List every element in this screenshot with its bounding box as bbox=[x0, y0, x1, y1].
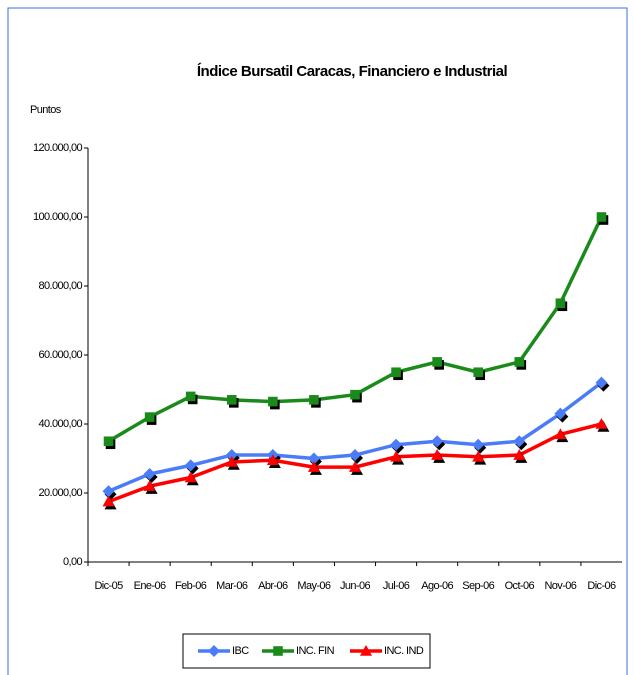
legend-box bbox=[182, 633, 431, 669]
marker bbox=[431, 449, 444, 460]
x-tick-label: Ene-06 bbox=[134, 580, 166, 592]
x-tick-label: Ago-06 bbox=[421, 580, 453, 592]
x-tick-label: Jul-06 bbox=[383, 580, 410, 592]
legend-label: INC. FIN bbox=[296, 645, 335, 657]
marker bbox=[103, 436, 114, 447]
y-tick-label: 0,00 bbox=[63, 556, 82, 568]
x-tick-label: Dic-05 bbox=[94, 580, 123, 592]
legend-label: INC. IND bbox=[384, 645, 424, 657]
y-axis-label: Puntos bbox=[30, 104, 62, 116]
x-tick-label: Nov-06 bbox=[544, 580, 576, 592]
marker bbox=[102, 485, 115, 498]
legend-marker bbox=[360, 645, 372, 656]
marker bbox=[431, 435, 444, 448]
marker bbox=[554, 428, 567, 440]
marker bbox=[349, 449, 361, 462]
marker bbox=[596, 212, 607, 222]
y-tick-label: 100.000,00 bbox=[33, 211, 83, 223]
marker bbox=[307, 452, 320, 465]
legend-marker bbox=[208, 645, 220, 657]
x-tick-label: Sep-06 bbox=[462, 580, 494, 592]
marker bbox=[473, 367, 484, 378]
marker bbox=[184, 471, 197, 483]
marker bbox=[349, 461, 361, 472]
marker bbox=[555, 298, 566, 309]
x-tick-label: Dic-06 bbox=[587, 580, 616, 592]
chart-border bbox=[7, 7, 628, 675]
x-tick-label: Mar-06 bbox=[216, 580, 248, 592]
y-tick-label: 120.000,00 bbox=[33, 142, 83, 154]
marker bbox=[225, 455, 238, 467]
marker bbox=[226, 395, 237, 405]
marker bbox=[595, 376, 608, 389]
chart-title: Índice Bursatil Caracas, Financiero e In… bbox=[197, 63, 508, 80]
legend-marker bbox=[273, 646, 283, 656]
marker bbox=[595, 418, 608, 429]
x-tick-label: Jun-06 bbox=[340, 580, 371, 592]
marker bbox=[432, 357, 442, 367]
y-tick-label: 40.000,00 bbox=[38, 418, 82, 430]
y-tick-label: 60.000,00 bbox=[38, 349, 82, 361]
legend-label: IBC bbox=[232, 645, 249, 657]
y-tick-label: 80.000,00 bbox=[38, 280, 82, 292]
marker bbox=[350, 389, 360, 400]
marker bbox=[554, 407, 567, 420]
marker bbox=[225, 449, 238, 462]
series-line bbox=[107, 216, 604, 443]
x-tick-label: Abr-06 bbox=[258, 580, 288, 592]
marker bbox=[390, 450, 403, 462]
marker bbox=[185, 391, 196, 402]
marker bbox=[184, 459, 197, 472]
x-tick-label: May-06 bbox=[297, 580, 331, 592]
marker bbox=[309, 395, 319, 405]
marker bbox=[266, 454, 279, 466]
marker bbox=[513, 449, 526, 460]
marker bbox=[144, 412, 155, 422]
marker bbox=[472, 438, 485, 451]
marker bbox=[307, 461, 320, 472]
x-tick-label: Oct-06 bbox=[505, 580, 535, 592]
y-tick-label: 20.000,00 bbox=[38, 487, 82, 499]
marker bbox=[391, 367, 401, 378]
marker bbox=[513, 435, 526, 448]
x-tick-label: Feb-06 bbox=[175, 580, 207, 592]
marker bbox=[472, 450, 485, 462]
marker bbox=[143, 480, 156, 491]
marker bbox=[143, 468, 156, 481]
marker bbox=[102, 495, 115, 507]
marker bbox=[514, 357, 525, 367]
marker bbox=[268, 396, 278, 407]
marker bbox=[390, 438, 403, 451]
